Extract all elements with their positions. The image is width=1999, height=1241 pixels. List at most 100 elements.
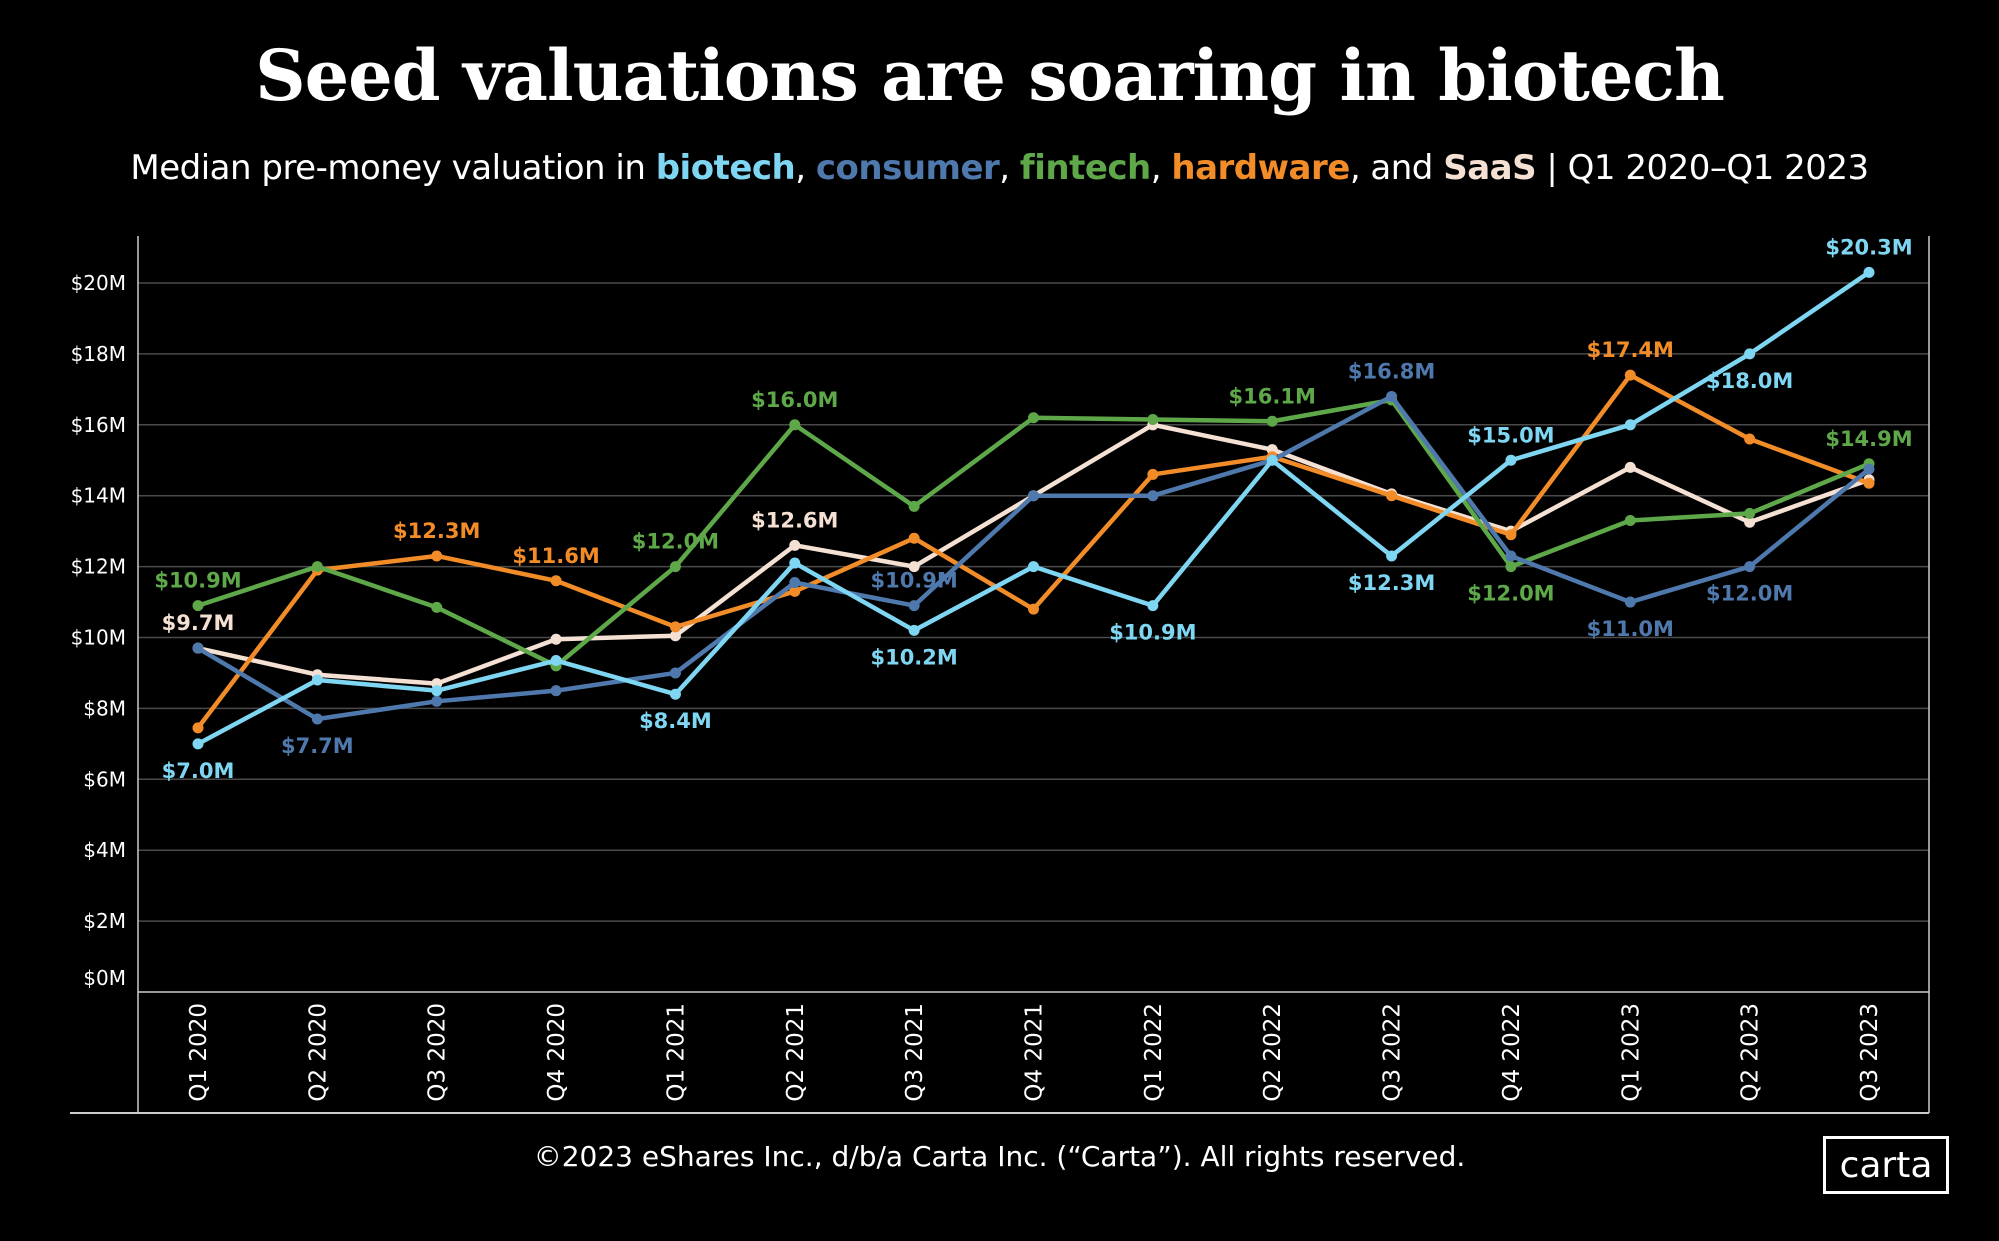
data-point-biotech (1505, 454, 1517, 466)
copyright-footer: ©2023 eShares Inc., d/b/a Carta Inc. (“C… (533, 1140, 1466, 1173)
data-point-fintech (192, 600, 204, 612)
data-label-fintech: $16.1M (1229, 384, 1316, 408)
data-label-fintech: $14.9M (1825, 427, 1912, 451)
y-tick-label: $12M (71, 555, 126, 579)
data-point-hardware (431, 550, 443, 562)
data-point-fintech (789, 419, 801, 431)
data-point-biotech (1028, 561, 1039, 573)
data-point-biotech (1624, 419, 1636, 431)
data-point-fintech (1505, 561, 1517, 573)
data-label-biotech: $10.2M (870, 645, 957, 669)
subtitle-consumer: consumer (815, 148, 1000, 188)
subtitle-fintech: fintech (1019, 148, 1151, 188)
data-point-consumer (311, 713, 323, 725)
data-label-biotech: $7.0M (162, 759, 235, 783)
y-tick-label: $16M (71, 413, 126, 437)
data-label-biotech: $8.4M (639, 709, 712, 733)
data-label-consumer: $12.0M (1706, 582, 1793, 606)
subtitle-sep: , (1150, 148, 1172, 188)
carta-logo: carta (1823, 1136, 1949, 1194)
data-label-biotech: $10.9M (1109, 621, 1196, 645)
data-label-fintech: $12.0M (632, 530, 719, 554)
data-label-consumer: $16.8M (1348, 359, 1435, 383)
x-tick-label: Q1 2023 (1618, 1003, 1644, 1102)
data-point-biotech (1147, 600, 1159, 612)
data-point-hardware (1147, 468, 1159, 480)
data-label-hardware: $11.6M (512, 544, 599, 568)
subtitle-prefix: Median pre-money valuation in (130, 148, 656, 188)
subtitle-hardware: hardware (1171, 148, 1350, 188)
data-point-biotech (908, 624, 920, 636)
y-tick-label: $20M (71, 271, 126, 295)
x-tick-label: Q3 2023 (1857, 1003, 1883, 1102)
data-point-biotech (1863, 266, 1875, 278)
data-point-hardware (192, 722, 204, 734)
x-tick-label: Q2 2021 (783, 1003, 809, 1102)
data-label-biotech: $20.3M (1825, 235, 1912, 259)
data-point-biotech (1386, 550, 1398, 562)
chart-title: Seed valuations are soaring in biotech (255, 34, 1725, 117)
data-point-hardware (1744, 433, 1756, 445)
chart-subtitle: Median pre-money valuation in biotech, c… (0, 148, 1999, 188)
data-point-saas (789, 539, 801, 551)
x-tick-label: Q4 2022 (1499, 1003, 1525, 1102)
data-point-fintech (1624, 515, 1636, 527)
data-label-saas: $12.6M (751, 508, 838, 532)
data-point-fintech (311, 561, 323, 573)
x-tick-label: Q4 2021 (1022, 1003, 1048, 1102)
data-label-hardware: $17.4M (1587, 338, 1674, 362)
subtitle-saas: SaaS (1443, 148, 1537, 188)
data-point-saas (1624, 461, 1636, 473)
y-tick-label: $0M (83, 966, 126, 990)
data-point-hardware (789, 585, 801, 597)
x-tick-label: Q2 2023 (1738, 1003, 1764, 1102)
data-point-saas (550, 633, 562, 645)
data-point-consumer (1147, 490, 1159, 502)
data-point-fintech (669, 561, 681, 573)
data-point-biotech (550, 655, 562, 667)
data-point-consumer (1624, 596, 1636, 608)
data-point-biotech (192, 738, 204, 750)
series-line-saas (197, 422, 1870, 686)
data-point-saas (1744, 516, 1756, 528)
data-point-hardware (1505, 529, 1517, 541)
y-tick-label: $10M (71, 626, 126, 650)
data-point-saas (908, 561, 920, 573)
y-tick-label: $18M (71, 342, 126, 366)
subtitle-suffix: | Q1 2020–Q1 2023 (1536, 148, 1869, 188)
data-point-fintech (1266, 415, 1278, 427)
data-point-fintech (1028, 412, 1039, 424)
data-point-consumer (431, 695, 443, 707)
data-label-consumer: $7.7M (281, 734, 354, 758)
data-point-fintech (908, 500, 920, 512)
data-label-biotech: $12.3M (1348, 571, 1435, 595)
data-point-biotech (789, 557, 801, 569)
data-label-fintech: $10.9M (154, 569, 241, 593)
data-point-biotech (1744, 348, 1756, 360)
data-point-consumer (1863, 463, 1875, 475)
data-point-biotech (669, 688, 681, 700)
x-tick-label: Q2 2020 (305, 1003, 331, 1102)
x-tick-label: Q4 2020 (544, 1003, 570, 1102)
data-point-consumer (1028, 490, 1039, 502)
x-tick-label: Q3 2020 (425, 1003, 451, 1102)
data-point-consumer (908, 600, 920, 612)
x-tick-label: Q3 2022 (1380, 1003, 1406, 1102)
data-label-saas: $9.7M (162, 611, 235, 635)
data-point-consumer (1386, 390, 1398, 402)
data-point-hardware (1624, 369, 1636, 381)
subtitle-sep: , (795, 148, 816, 188)
data-point-consumer (1744, 561, 1756, 573)
data-label-hardware: $12.3M (393, 519, 480, 543)
data-label-biotech: $18.0M (1706, 369, 1793, 393)
data-point-biotech (431, 685, 443, 697)
data-point-hardware (1863, 477, 1875, 489)
x-tick-label: Q1 2022 (1141, 1003, 1167, 1102)
data-point-hardware (908, 532, 920, 544)
y-tick-label: $4M (83, 838, 126, 862)
y-tick-label: $6M (83, 767, 126, 791)
data-point-consumer (550, 685, 562, 697)
y-tick-label: $8M (83, 696, 126, 720)
x-tick-label: Q3 2021 (902, 1003, 928, 1102)
